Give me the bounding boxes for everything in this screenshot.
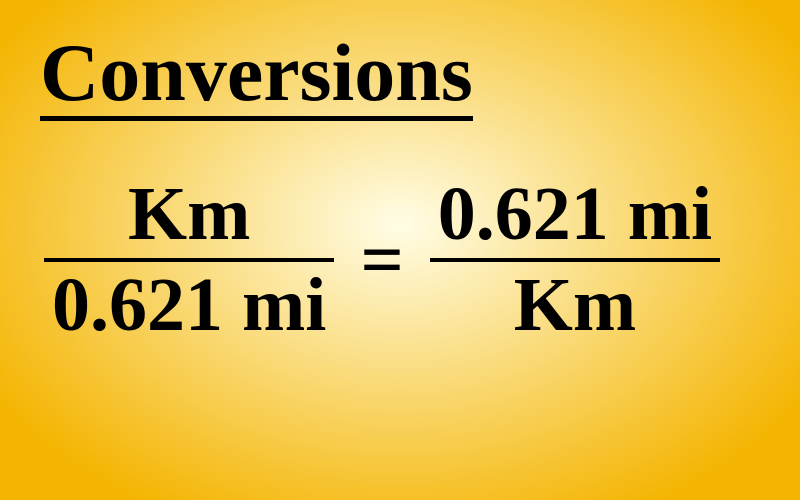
conversion-diagram: Conversions Km 0.621 mi = 0.621 mi Km [0, 0, 800, 500]
diagram-title: Conversions [40, 30, 473, 121]
equals-sign: = [334, 217, 429, 304]
fraction-left-numerator: Km [120, 171, 258, 258]
equation: Km 0.621 mi = 0.621 mi Km [40, 171, 800, 350]
fraction-left: Km 0.621 mi [44, 171, 334, 350]
fraction-right: 0.621 mi Km [430, 171, 720, 350]
fraction-left-denominator: 0.621 mi [44, 262, 334, 349]
fraction-right-denominator: Km [506, 262, 644, 349]
fraction-right-numerator: 0.621 mi [430, 171, 720, 258]
